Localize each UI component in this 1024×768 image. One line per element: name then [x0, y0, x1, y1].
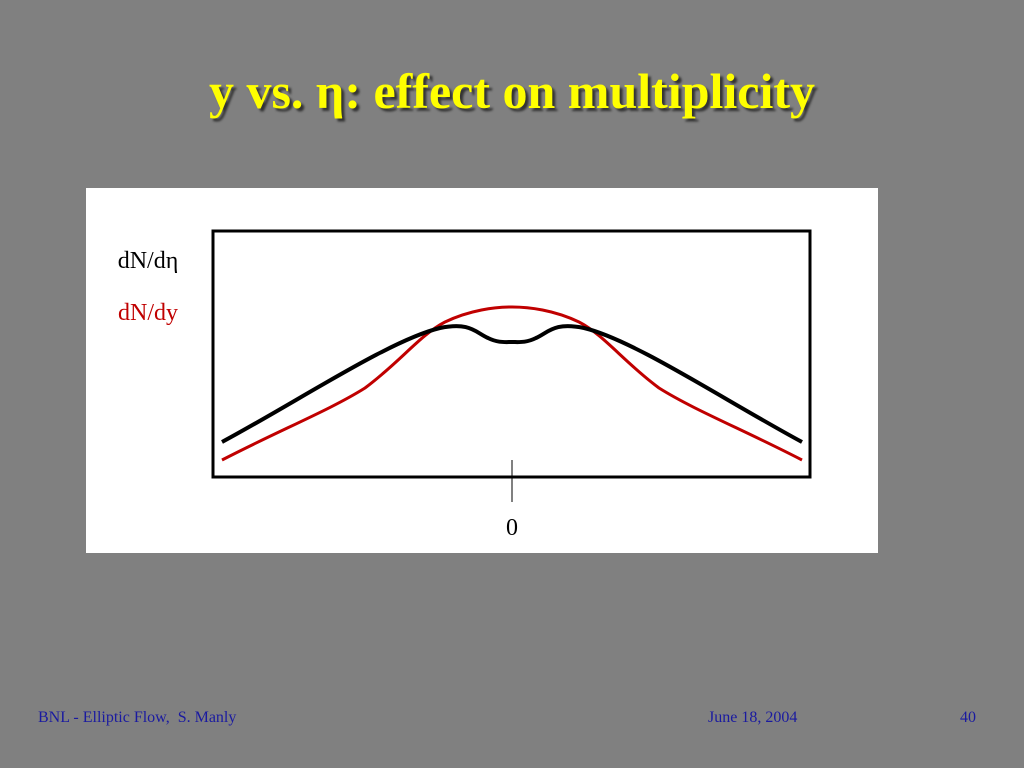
slide-title: y vs. η: effect on multiplicity: [208, 63, 816, 119]
footer-left: BNL - Elliptic Flow, S. Manly: [38, 709, 237, 726]
dn-deta-label: dN/dη: [118, 248, 179, 274]
dn-dy-label: dN/dy: [118, 300, 178, 326]
dn-deta-curve: [221, 324, 803, 444]
footer-page: 40: [960, 709, 976, 726]
dn-dy-curve: [221, 305, 803, 462]
zero-label: 0: [506, 515, 518, 541]
figure-panel: [86, 188, 878, 553]
footer-date: June 18, 2004: [708, 709, 798, 726]
